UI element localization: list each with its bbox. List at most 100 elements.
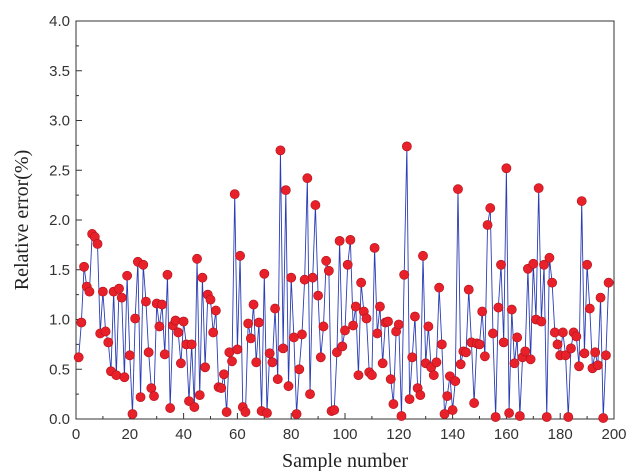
data-point xyxy=(356,277,367,288)
data-point xyxy=(189,402,200,412)
data-point xyxy=(434,282,445,293)
data-point xyxy=(525,354,536,365)
data-point xyxy=(114,283,124,294)
y-tick-label: 4.0 xyxy=(49,13,70,30)
data-point xyxy=(73,352,84,363)
data-point xyxy=(342,259,353,270)
data-point xyxy=(560,350,571,361)
data-point xyxy=(423,321,434,332)
x-tick-label: 140 xyxy=(440,426,465,443)
data-point xyxy=(84,286,95,297)
series-line xyxy=(78,145,610,419)
data-point xyxy=(372,328,383,339)
data-point xyxy=(453,184,463,195)
data-point xyxy=(200,362,211,373)
x-tick-label: 80 xyxy=(283,426,300,443)
y-tick-label: 3.0 xyxy=(49,113,70,130)
data-point xyxy=(291,409,302,419)
data-point xyxy=(590,347,601,358)
data-point xyxy=(404,394,415,404)
data-point xyxy=(162,269,173,280)
data-point xyxy=(407,352,418,363)
data-point xyxy=(601,350,611,361)
data-point xyxy=(544,252,555,263)
data-point xyxy=(122,270,133,281)
x-axis-title: Sample number xyxy=(282,450,408,471)
data-point xyxy=(111,370,122,381)
data-point xyxy=(442,391,453,402)
data-point xyxy=(275,145,286,156)
data-point xyxy=(283,381,294,392)
data-point xyxy=(267,357,278,368)
data-point xyxy=(278,343,289,354)
data-point xyxy=(272,374,283,385)
data-point xyxy=(377,358,388,369)
data-point xyxy=(595,292,606,303)
data-point xyxy=(547,277,558,288)
data-point xyxy=(383,316,393,327)
data-point xyxy=(431,357,442,368)
y-tick-label: 0.5 xyxy=(49,361,70,378)
data-point xyxy=(323,265,334,276)
data-point xyxy=(313,290,323,301)
data-point xyxy=(574,361,584,372)
data-point xyxy=(130,313,141,324)
data-point xyxy=(315,352,326,363)
data-point xyxy=(221,407,232,417)
y-tick-label: 1.0 xyxy=(49,312,70,329)
data-point xyxy=(173,327,184,338)
data-point xyxy=(208,327,219,338)
data-point xyxy=(552,339,563,350)
data-point xyxy=(447,405,458,415)
data-point xyxy=(353,370,364,381)
data-point xyxy=(159,349,170,360)
data-point xyxy=(369,242,380,253)
data-point xyxy=(251,357,262,368)
data-point xyxy=(76,317,87,328)
data-point xyxy=(582,259,592,270)
data-point xyxy=(498,337,509,348)
data-point xyxy=(450,376,461,387)
x-tick-label: 0 xyxy=(72,426,80,443)
data-point xyxy=(92,238,103,249)
data-point xyxy=(536,316,547,327)
data-point xyxy=(428,370,439,381)
data-point xyxy=(141,296,151,307)
data-point xyxy=(154,321,165,332)
x-tick-label: 160 xyxy=(494,426,519,443)
data-point xyxy=(329,405,340,415)
data-point xyxy=(557,327,568,338)
data-point xyxy=(469,398,480,408)
data-point xyxy=(533,183,544,194)
data-point xyxy=(127,409,138,419)
data-point xyxy=(270,303,280,314)
data-point xyxy=(415,390,426,401)
data-point xyxy=(592,360,603,371)
data-point xyxy=(124,350,135,361)
data-point xyxy=(135,392,146,403)
axis-ticks: 0 20 40 60 80 100 120 140 160 180 200 0.0 0.5 1.0 1.5 2… xyxy=(49,13,626,443)
data-point xyxy=(280,185,291,196)
data-point xyxy=(170,315,181,326)
data-point xyxy=(482,220,493,230)
data-point xyxy=(286,272,297,283)
x-tick-label: 40 xyxy=(175,426,192,443)
data-point xyxy=(571,331,582,342)
data-point xyxy=(337,341,348,352)
data-point xyxy=(401,141,412,152)
data-point xyxy=(248,299,259,310)
data-point xyxy=(103,337,114,348)
data-point xyxy=(178,316,189,327)
data-point xyxy=(197,272,208,283)
data-point xyxy=(506,304,517,315)
data-point xyxy=(528,258,539,269)
data-point xyxy=(474,339,485,350)
data-point xyxy=(436,339,447,350)
data-point xyxy=(493,302,504,313)
data-point xyxy=(302,173,313,184)
data-point xyxy=(143,347,154,358)
data-point xyxy=(259,268,270,279)
series-markers xyxy=(73,141,614,423)
data-point xyxy=(245,333,256,344)
